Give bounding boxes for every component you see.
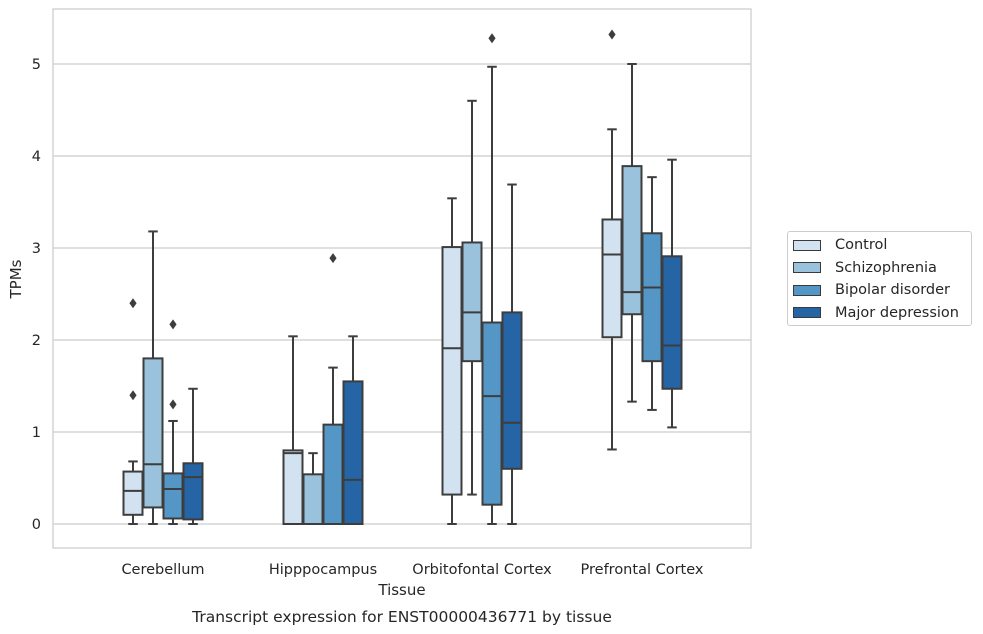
legend-label: Schizophrenia: [835, 259, 937, 276]
box-bipolar-disorder: [481, 33, 503, 525]
box-bipolar-disorder: [641, 176, 663, 411]
y-tick-label: 3: [32, 241, 41, 257]
legend-item: Major depression: [793, 303, 959, 323]
legend-swatch: [793, 239, 821, 251]
legend-swatch: [793, 262, 821, 273]
box-major-depression: [661, 158, 683, 429]
y-tick-label: 1: [32, 425, 41, 441]
outlier-point: [488, 33, 496, 44]
iqr-box: [481, 321, 503, 506]
iqr-box: [182, 462, 204, 521]
box-bipolar-disorder: [162, 319, 184, 525]
x-tick-label: Prefrontal Cortex: [581, 562, 704, 578]
x-tick-label: Orbitofontal Cortex: [412, 562, 552, 578]
legend-label: Control: [835, 237, 888, 253]
box-control: [122, 298, 144, 525]
iqr-box: [641, 232, 663, 363]
box-control: [282, 335, 304, 525]
box-schizophrenia: [142, 230, 164, 525]
iqr-box: [122, 470, 144, 516]
iqr-box: [342, 380, 364, 525]
legend-swatch: [793, 284, 821, 296]
iqr-box: [282, 449, 304, 525]
plot-frame: [52, 8, 752, 549]
x-tick-label: Hipppocampus: [269, 562, 377, 578]
y-tick-labels: 0 1 2 3 4 5: [32, 57, 41, 533]
iqr-box: [441, 246, 463, 496]
box-control: [441, 197, 463, 525]
iqr-box: [661, 255, 683, 390]
legend-item: Bipolar disorder: [793, 280, 950, 300]
outlier-point: [169, 319, 177, 330]
box-major-depression: [182, 387, 204, 525]
y-tick-label: 4: [32, 149, 41, 165]
box-schizophrenia: [461, 99, 483, 496]
box-bipolar-disorder: [322, 253, 344, 526]
x-tick-labels: Cerebellum Hipppocampus Orbitofontal Corte…: [121, 562, 703, 578]
box-schizophrenia: [302, 452, 324, 526]
box-groups: [122, 29, 683, 526]
outlier-point: [329, 253, 337, 264]
box-major-depression: [501, 183, 523, 525]
iqr-box: [461, 241, 483, 363]
outlier-point: [169, 399, 177, 410]
iqr-box: [142, 357, 164, 509]
outlier-point: [129, 298, 137, 309]
legend-item: Control: [793, 235, 887, 255]
iqr-box: [302, 473, 324, 526]
x-tick-label: Cerebellum: [121, 562, 204, 578]
legend-swatch: [793, 307, 821, 318]
box-schizophrenia: [621, 63, 643, 403]
legend-item: Schizophrenia: [793, 258, 937, 278]
outlier-point: [129, 390, 137, 401]
y-axis-label: TPMs: [7, 259, 25, 299]
y-tick-label: 0: [32, 517, 41, 533]
y-tick-label: 5: [32, 57, 41, 73]
iqr-box: [322, 423, 344, 526]
legend: Control Schizophrenia Bipolar disorder Majo…: [787, 231, 972, 326]
iqr-box: [601, 218, 623, 339]
iqr-box: [501, 311, 523, 470]
gridlines: [53, 63, 751, 525]
legend-label: Bipolar disorder: [835, 282, 950, 298]
y-tick-label: 2: [32, 333, 41, 349]
outlier-point: [608, 29, 616, 40]
box-major-depression: [342, 335, 364, 525]
box-control: [601, 29, 623, 451]
iqr-box: [162, 472, 184, 520]
chart-caption: Transcript expression for ENST0000043677…: [191, 608, 612, 626]
legend-label: Major depression: [835, 304, 959, 321]
x-axis-label: Tissue: [377, 581, 425, 599]
